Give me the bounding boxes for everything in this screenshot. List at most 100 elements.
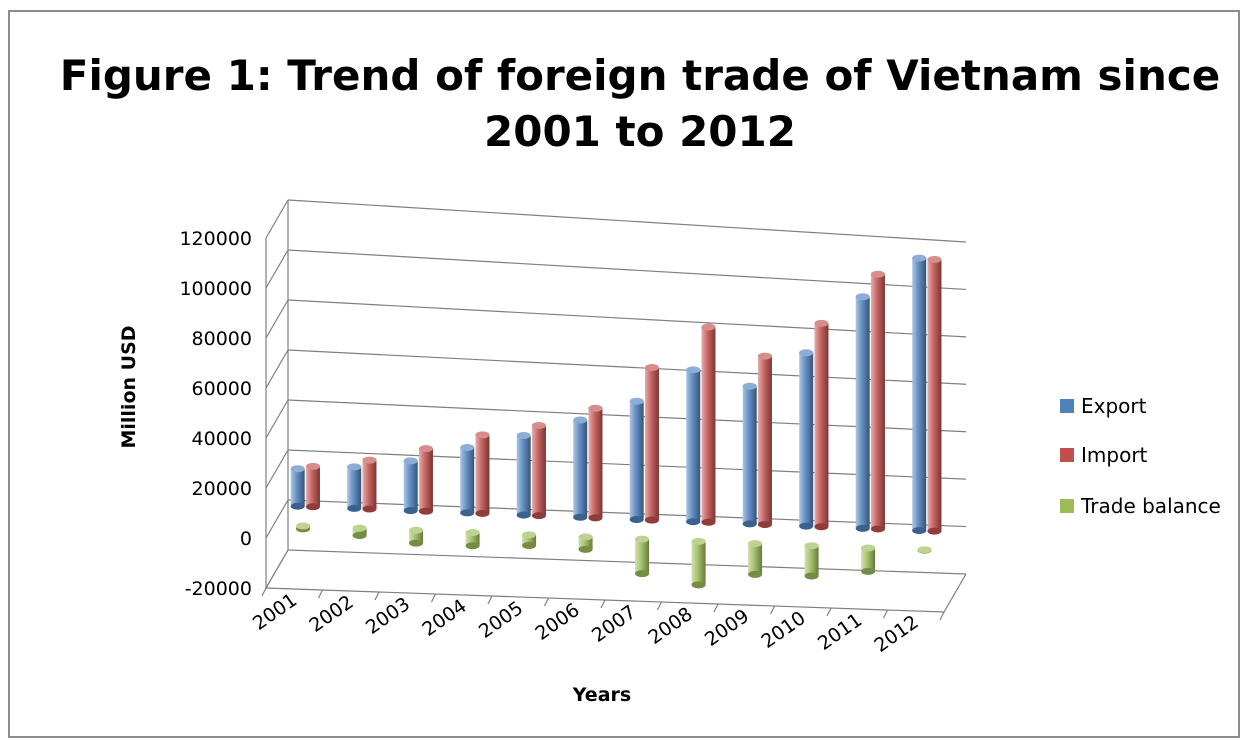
x-tick-mark-6 <box>600 599 606 609</box>
legend-item-trade-balance: Trade balance <box>1060 494 1221 518</box>
bar-export-2009 <box>742 382 757 528</box>
bar-export-2005 <box>516 432 531 519</box>
x-tick-mark-1 <box>317 589 324 599</box>
legend-label-import: Import <box>1081 443 1148 467</box>
bar-export-2006 <box>573 416 588 521</box>
legend-label-trade-balance: Trade balance <box>1080 494 1221 518</box>
chart-svg: Figure 1: Trend of foreign trade of Viet… <box>60 51 1221 706</box>
bar-export-2001 <box>290 465 305 510</box>
y-axis-title: Million USD <box>118 325 140 448</box>
x-tick-mark-11 <box>882 609 889 619</box>
x-tick-label-2003: 2003 <box>362 593 414 639</box>
bar-export-2008 <box>686 366 701 526</box>
floor-outline <box>264 549 967 613</box>
bar-export-2011 <box>855 293 870 532</box>
side-gridline-0 <box>265 499 289 539</box>
bar-trade-balance-2002 <box>352 524 367 540</box>
x-tick-label-2001: 2001 <box>249 589 301 635</box>
bar-import-2002 <box>362 456 377 513</box>
gridline-100000 <box>287 249 967 291</box>
bar-import-2005 <box>531 421 546 520</box>
bar-import-2001 <box>305 462 320 511</box>
bar-trade-balance-2009 <box>748 540 763 578</box>
bar-export-2007 <box>629 397 644 523</box>
bar-export-2003 <box>403 457 418 515</box>
x-axis-title: Years <box>572 684 631 706</box>
y-tick-label-100000: 100000 <box>179 278 252 300</box>
side-gridline-60000 <box>265 349 289 389</box>
legend-item-export: Export <box>1060 394 1147 418</box>
bar-trade-balance-2012 <box>917 546 932 554</box>
y-tick-label-0: 0 <box>240 528 252 550</box>
x-tick-mark-4 <box>487 595 493 605</box>
x-tick-mark-7 <box>656 601 663 611</box>
gridlines <box>265 199 967 589</box>
bar-trade-balance-2004 <box>465 528 480 550</box>
gridline-40000 <box>287 399 967 433</box>
bar-trade-balance-2001 <box>296 522 311 533</box>
gridline-20000 <box>287 449 967 480</box>
x-tick-mark-2 <box>374 591 380 601</box>
bar-export-2004 <box>460 444 475 517</box>
bar-trade-balance-2006 <box>578 533 593 553</box>
x-tick-label-2005: 2005 <box>475 597 527 643</box>
y-tick-label--20000: -20000 <box>185 578 252 600</box>
x-tick-label-2009: 2009 <box>701 605 753 651</box>
chart-title-line-1: Figure 1: Trend of foreign trade of Viet… <box>60 51 1220 100</box>
x-tick-label-2004: 2004 <box>418 595 470 641</box>
bar-trade-balance-2005 <box>522 531 537 549</box>
bar-import-2009 <box>757 352 772 529</box>
y-axis-ticks: 120000 100000 80000 60000 40000 20000 0 -20000 <box>179 228 252 600</box>
side-gridline-100000 <box>265 249 289 289</box>
x-tick-mark-9 <box>769 605 776 615</box>
x-tick-label-2006: 2006 <box>531 599 583 645</box>
bar-trade-balance-2007 <box>635 535 650 578</box>
x-tick-label-2008: 2008 <box>644 603 696 649</box>
x-tick-label-2007: 2007 <box>588 601 640 647</box>
legend-swatch-import <box>1060 448 1074 462</box>
bar-import-2003 <box>418 445 433 515</box>
chart-frame: Figure 1: Trend of foreign trade of Viet… <box>8 10 1240 738</box>
legend-swatch-export <box>1060 399 1074 413</box>
side-gridline-80000 <box>265 299 289 339</box>
legend-swatch-trade-balance <box>1060 499 1074 513</box>
chart-title-line-2: 2001 to 2012 <box>484 107 796 156</box>
bar-trade-balance-2010 <box>804 542 819 580</box>
side-gridline-120000 <box>265 199 289 239</box>
gridline--20000 <box>287 549 967 575</box>
side-gridline-40000 <box>265 399 289 439</box>
gridline-80000 <box>287 299 967 338</box>
bar-trade-balance-2003 <box>409 526 424 547</box>
side-gridline-20000 <box>265 449 289 489</box>
bar-trade-balance-2011 <box>861 544 876 575</box>
legend-item-import: Import <box>1060 443 1148 467</box>
x-tick-label-2011: 2011 <box>814 609 866 655</box>
bar-import-2011 <box>870 270 885 533</box>
y-tick-label-40000: 40000 <box>192 428 252 450</box>
x-tick-mark-10 <box>826 607 832 617</box>
axes <box>261 200 967 621</box>
x-tick-mark-5 <box>543 597 550 607</box>
gridline-60000 <box>287 349 967 385</box>
y-tick-label-20000: 20000 <box>192 478 252 500</box>
legend-label-export: Export <box>1081 394 1147 418</box>
x-tick-label-2010: 2010 <box>757 607 809 653</box>
bar-import-2004 <box>475 431 490 517</box>
x-tick-mark-0 <box>261 587 267 597</box>
gridline-120000 <box>287 199 967 243</box>
bar-import-2012 <box>927 255 942 535</box>
y-tick-label-120000: 120000 <box>179 228 252 250</box>
gridline-0 <box>287 499 967 528</box>
x-tick-mark-3 <box>430 593 437 603</box>
bar-import-2006 <box>588 404 603 522</box>
bar-export-2002 <box>347 463 362 512</box>
bar-export-2010 <box>799 349 814 530</box>
bar-import-2007 <box>644 363 659 524</box>
bars <box>290 254 942 589</box>
y-tick-label-80000: 80000 <box>192 328 252 350</box>
x-tick-label-2002: 2002 <box>305 591 357 637</box>
x-tick-mark-12 <box>939 611 945 621</box>
legend: Export Import Trade balance <box>1060 394 1221 518</box>
y-tick-label-60000: 60000 <box>192 378 252 400</box>
bar-export-2012 <box>912 254 927 535</box>
